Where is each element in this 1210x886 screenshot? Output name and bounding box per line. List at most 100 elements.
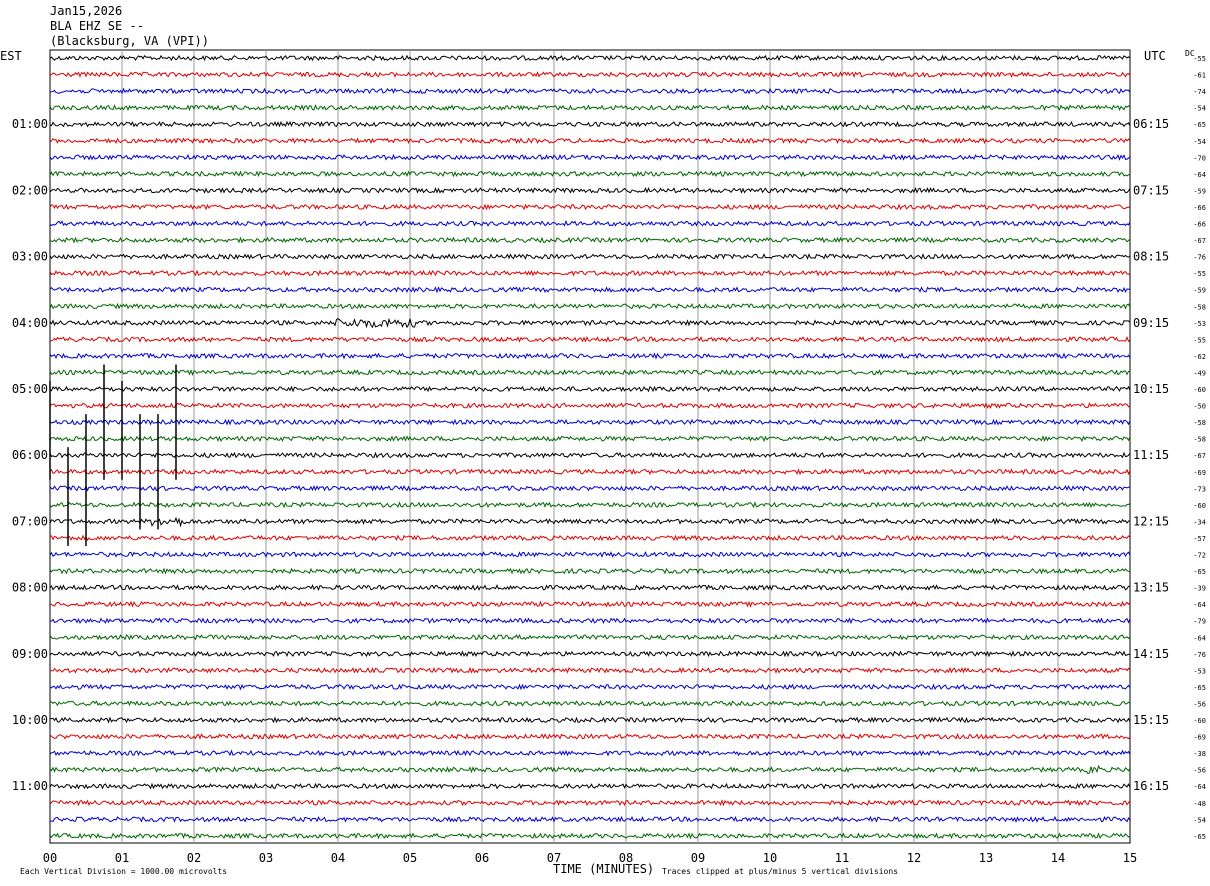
seismic-trace (49, 369, 1131, 377)
x-tick-label: 15 (1123, 851, 1137, 865)
seismic-trace (49, 484, 1131, 492)
seismic-trace (49, 633, 1131, 641)
seismic-trace (49, 170, 1131, 178)
x-tick-label: 13 (979, 851, 993, 865)
seismic-trace (49, 253, 1131, 260)
scale-note: Each Vertical Division = 1000.00 microvo… (20, 867, 228, 876)
dc-offset-label: -61 (1193, 72, 1206, 80)
x-tick-label: 10 (763, 851, 777, 865)
dc-offset-label: -57 (1193, 535, 1206, 543)
left-hour-label: 05:00 (12, 382, 48, 396)
right-hour-label: 12:15 (1133, 514, 1169, 528)
dc-offset-header: DC (1185, 49, 1195, 58)
x-tick-label: 07 (547, 851, 561, 865)
right-timezone-label: UTC (1144, 49, 1166, 63)
seismic-trace (49, 600, 1131, 608)
left-hour-label: 10:00 (12, 713, 48, 727)
left-hour-label: 08:00 (12, 581, 48, 595)
seismic-trace (49, 286, 1131, 294)
right-hour-label: 06:15 (1133, 117, 1169, 131)
dc-offset-label: -60 (1193, 386, 1206, 394)
left-hour-label: 03:00 (12, 250, 48, 264)
seismic-trace (49, 418, 1131, 426)
dc-offset-label: -72 (1193, 552, 1206, 560)
right-hour-label: 07:15 (1133, 183, 1169, 197)
dc-offset-label: -54 (1193, 105, 1206, 113)
dc-offset-label: -58 (1193, 419, 1206, 427)
seismic-trace (49, 186, 1131, 194)
dc-offset-label: -64 (1193, 634, 1206, 642)
plot-frame (49, 49, 1131, 844)
seismic-trace (49, 732, 1131, 740)
seismic-trace (49, 120, 1131, 128)
seismic-trace (49, 335, 1131, 343)
seismic-trace (49, 87, 1131, 95)
seismic-trace (49, 236, 1131, 244)
dc-offset-label: -70 (1193, 154, 1206, 162)
seismic-trace (49, 71, 1131, 78)
x-tick-label: 14 (1051, 851, 1065, 865)
seismic-trace (49, 269, 1131, 277)
dc-offset-label: -62 (1193, 353, 1206, 361)
dc-offset-label: -69 (1193, 469, 1206, 477)
x-tick-label: 02 (187, 851, 201, 865)
seismic-trace (49, 402, 1131, 409)
right-hour-label: 13:15 (1133, 581, 1169, 595)
x-tick-label: 12 (907, 851, 921, 865)
dc-offset-label: -54 (1193, 138, 1206, 146)
dc-offset-label: -64 (1193, 783, 1206, 791)
dc-offset-label: -50 (1193, 403, 1206, 411)
dc-offset-label: -58 (1193, 436, 1206, 444)
seismic-trace (49, 203, 1131, 211)
seismic-trace (49, 567, 1131, 575)
seismic-trace (49, 764, 1131, 775)
seismic-trace (49, 451, 1131, 459)
dc-offset-label: -54 (1193, 816, 1206, 824)
seismic-trace (49, 385, 1131, 393)
seismic-trace (49, 352, 1131, 360)
x-tick-label: 04 (331, 851, 345, 865)
seismic-trace (49, 666, 1131, 674)
dc-offset-label: -65 (1193, 833, 1206, 841)
seismic-trace (49, 815, 1131, 823)
right-hour-label: 10:15 (1133, 382, 1169, 396)
left-hour-label: 09:00 (12, 647, 48, 661)
dc-offset-label: -39 (1193, 585, 1206, 593)
seismic-trace (49, 716, 1131, 724)
seismic-trace (49, 219, 1131, 227)
seismic-trace (49, 153, 1131, 161)
dc-offset-label: -55 (1193, 270, 1206, 278)
dc-offset-label: -60 (1193, 717, 1206, 725)
dc-offset-label: -79 (1193, 618, 1206, 626)
dc-offset-label: -66 (1193, 204, 1206, 212)
dc-offset-label: -59 (1193, 187, 1206, 195)
dc-offset-label: -67 (1193, 237, 1206, 245)
dc-offset-label: -76 (1193, 651, 1206, 659)
left-hour-label: 11:00 (12, 779, 48, 793)
plot-date: Jan15,2026 (50, 4, 123, 18)
seismic-trace (49, 699, 1131, 707)
station-location: (Blacksburg, VA (VPI)) (50, 34, 209, 48)
dc-offset-label: -67 (1193, 452, 1206, 460)
dc-offset-label: -60 (1193, 502, 1206, 510)
seismic-trace (49, 799, 1131, 807)
left-hour-label: 07:00 (12, 514, 48, 528)
dc-offset-label: -65 (1193, 568, 1206, 576)
dc-offset-label: -69 (1193, 734, 1206, 742)
dc-offset-label: -56 (1193, 767, 1206, 775)
seismic-trace (49, 534, 1131, 542)
dc-offset-label: -59 (1193, 287, 1206, 295)
seismic-trace (49, 832, 1131, 840)
seismic-trace (49, 617, 1131, 625)
seismic-trace (49, 317, 1131, 329)
x-tick-label: 09 (691, 851, 705, 865)
dc-offset-label: -55 (1193, 336, 1206, 344)
seismic-trace (49, 302, 1131, 310)
x-axis-title: TIME (MINUTES) (553, 862, 655, 876)
left-hour-label: 01:00 (12, 117, 48, 131)
dc-offset-label: -74 (1193, 88, 1206, 96)
right-hour-label: 14:15 (1133, 647, 1169, 661)
right-hour-label: 09:15 (1133, 316, 1169, 330)
dc-offset-label: -53 (1193, 320, 1206, 328)
